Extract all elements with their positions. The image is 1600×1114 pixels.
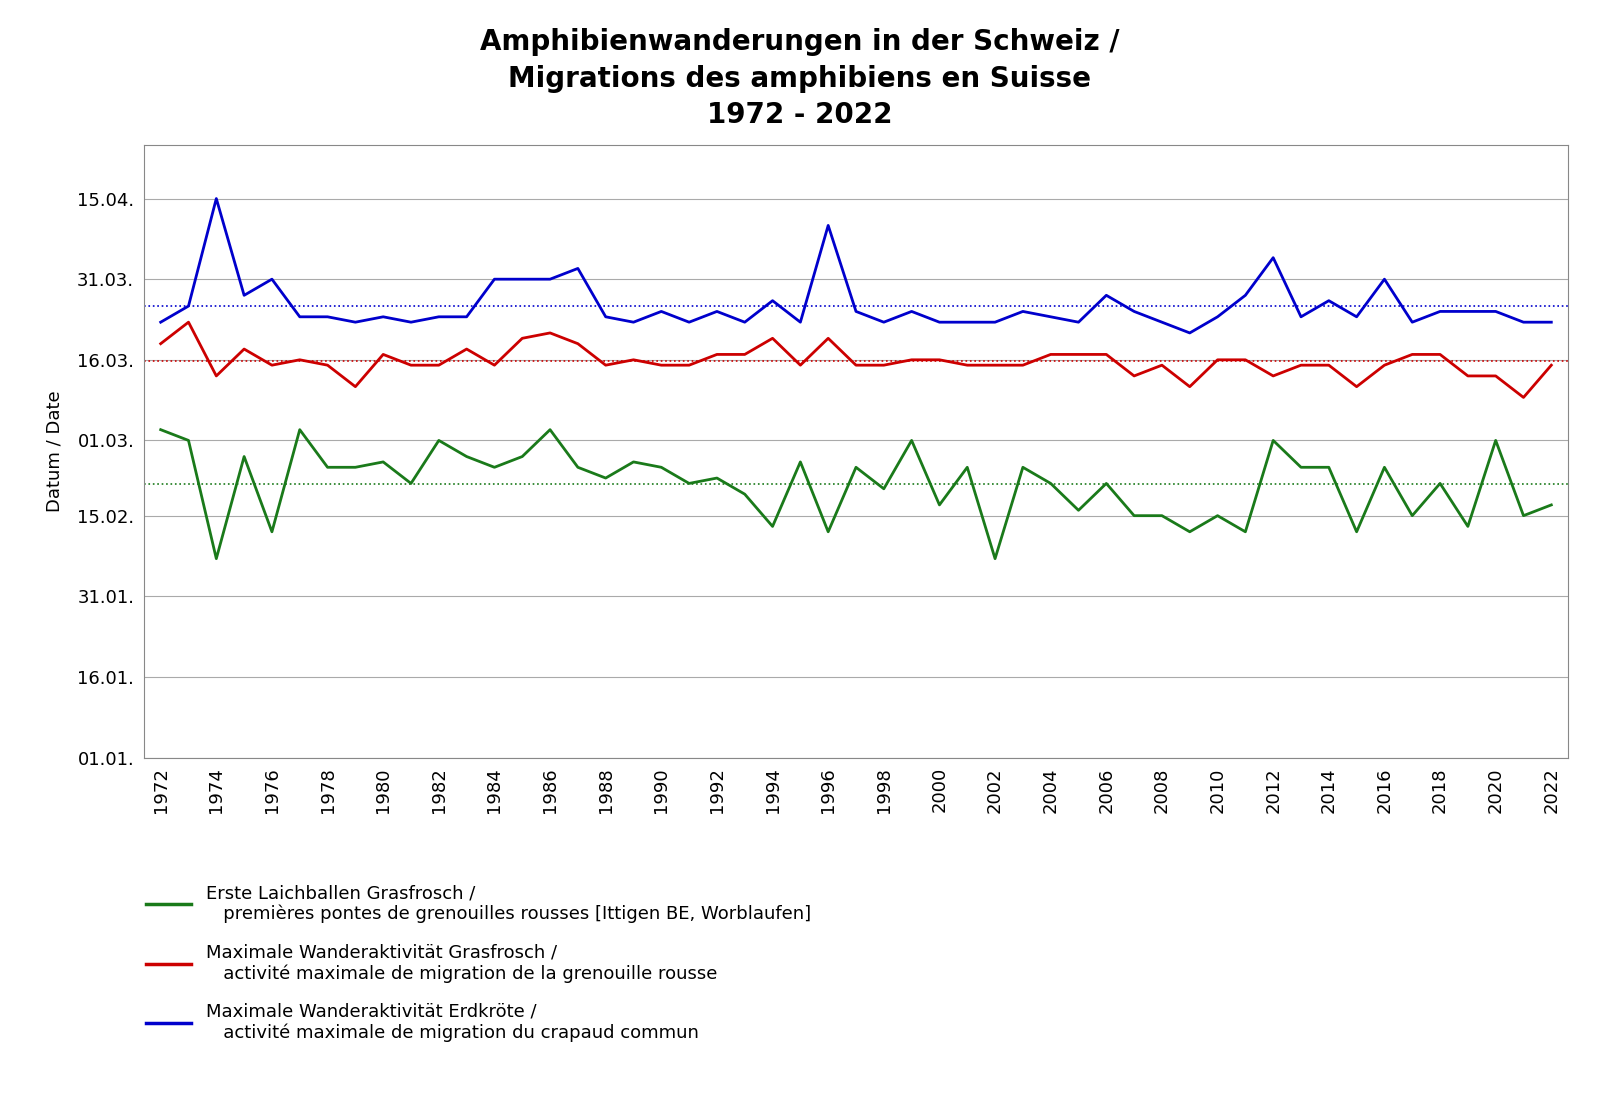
Text: Amphibienwanderungen in der Schweiz /
Migrations des amphibiens en Suisse
1972 -: Amphibienwanderungen in der Schweiz / Mi…	[480, 28, 1120, 129]
Legend: Erste Laichballen Grasfrosch /
   premières pontes de grenouilles rousses [Ittig: Erste Laichballen Grasfrosch / premières…	[139, 877, 818, 1049]
Y-axis label: Datum / Date: Datum / Date	[45, 390, 64, 512]
